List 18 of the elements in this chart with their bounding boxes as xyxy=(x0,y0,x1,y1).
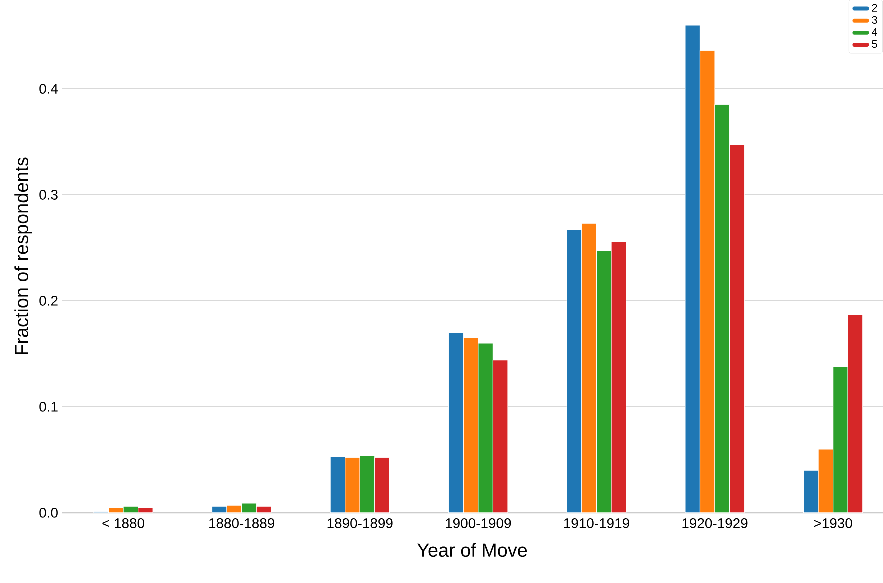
legend-label: 2 xyxy=(872,4,878,12)
x-tick-label: 1910-1919 xyxy=(564,518,630,528)
x-tick-label: >1930 xyxy=(814,518,852,528)
x-axis-title: Year of Move xyxy=(418,543,528,558)
x-tick-label: 1880-1889 xyxy=(210,518,274,528)
legend-label: 4 xyxy=(872,28,878,36)
legend-label: 5 xyxy=(872,40,878,48)
y-tick-label: 0.0 xyxy=(40,508,58,518)
x-tick-label: < 1880 xyxy=(102,518,144,528)
x-tick-label: 1890-1899 xyxy=(328,518,393,528)
y-tick-label: 0.1 xyxy=(40,402,58,412)
x-tick-label: 1920-1929 xyxy=(682,518,748,528)
y-axis-title: Fraction of respondents xyxy=(14,158,32,354)
legend-label: 3 xyxy=(872,16,878,24)
x-tick-label: 1900-1909 xyxy=(446,518,512,528)
y-tick-label: 0.2 xyxy=(40,296,58,306)
y-tick-label: 0.3 xyxy=(40,190,58,200)
y-tick-label: 0.4 xyxy=(40,84,58,94)
